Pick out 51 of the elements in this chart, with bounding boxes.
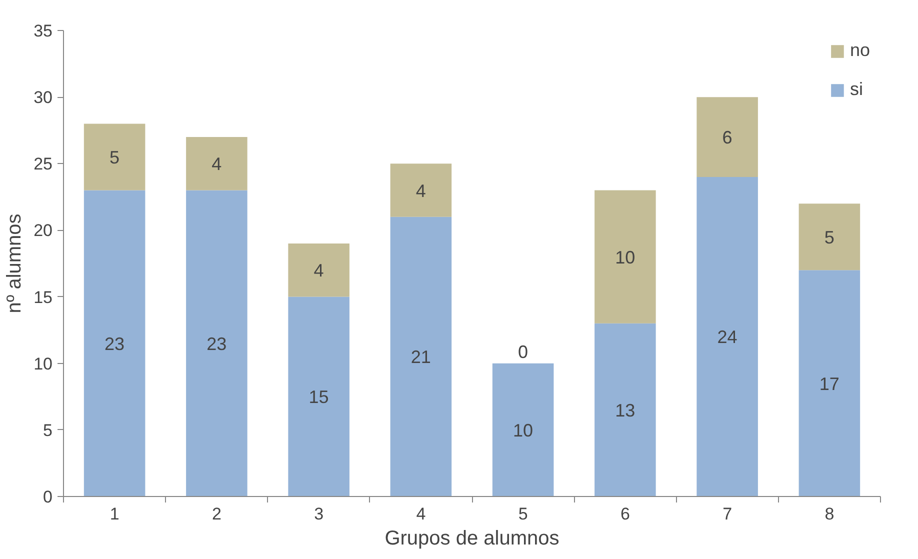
x-tick-label: 1 [110, 504, 120, 524]
data-label: 17 [819, 374, 840, 394]
y-tick-label: 10 [34, 354, 53, 374]
legend-label: si [850, 79, 864, 100]
data-label: 6 [722, 128, 732, 148]
data-label: 4 [416, 180, 426, 201]
data-label: 21 [410, 347, 431, 368]
data-label: 23 [104, 334, 125, 354]
bar [696, 176, 758, 496]
data-label: 10 [615, 247, 636, 268]
data-label: 15 [308, 387, 329, 408]
bar [288, 244, 350, 297]
data-label: 13 [615, 400, 636, 420]
bar [186, 190, 248, 496]
y-tick-label: 5 [43, 420, 53, 440]
bar [696, 97, 758, 177]
y-tick-label: 20 [34, 221, 53, 240]
data-label: 5 [110, 147, 120, 168]
x-tick-label: 6 [620, 504, 630, 524]
bar [798, 270, 860, 496]
x-tick-label: 4 [416, 504, 426, 524]
bar [84, 190, 146, 496]
data-label: 5 [824, 227, 834, 248]
bar [84, 124, 146, 190]
y-tick-label: 30 [34, 88, 53, 108]
bar [594, 323, 656, 496]
y-tick-label: 15 [34, 288, 53, 307]
x-tick-label: 7 [722, 504, 732, 524]
x-tick-label: 8 [824, 504, 834, 524]
bar [288, 296, 350, 496]
y-tick-label: 0 [43, 488, 53, 506]
data-label: 4 [212, 154, 222, 174]
data-label: 4 [314, 260, 324, 281]
y-axis-title: nº alumnos [4, 214, 26, 314]
x-tick-label: 5 [518, 504, 528, 524]
y-tick-label: 35 [34, 22, 53, 40]
bar [594, 190, 656, 324]
legend-label: no [850, 40, 870, 61]
x-axis-title: Grupos de alumnos [384, 528, 560, 550]
bar [390, 216, 452, 496]
data-label: 0 [518, 342, 528, 362]
bar [798, 204, 860, 270]
bar [390, 164, 452, 217]
y-tick-label: 25 [34, 154, 53, 174]
bar [492, 363, 554, 496]
x-tick-label: 2 [212, 504, 222, 524]
data-label: 23 [206, 334, 227, 354]
data-label: 24 [717, 327, 738, 348]
x-tick-label: 3 [314, 504, 324, 524]
data-label: 10 [513, 420, 534, 440]
bar [186, 137, 248, 190]
